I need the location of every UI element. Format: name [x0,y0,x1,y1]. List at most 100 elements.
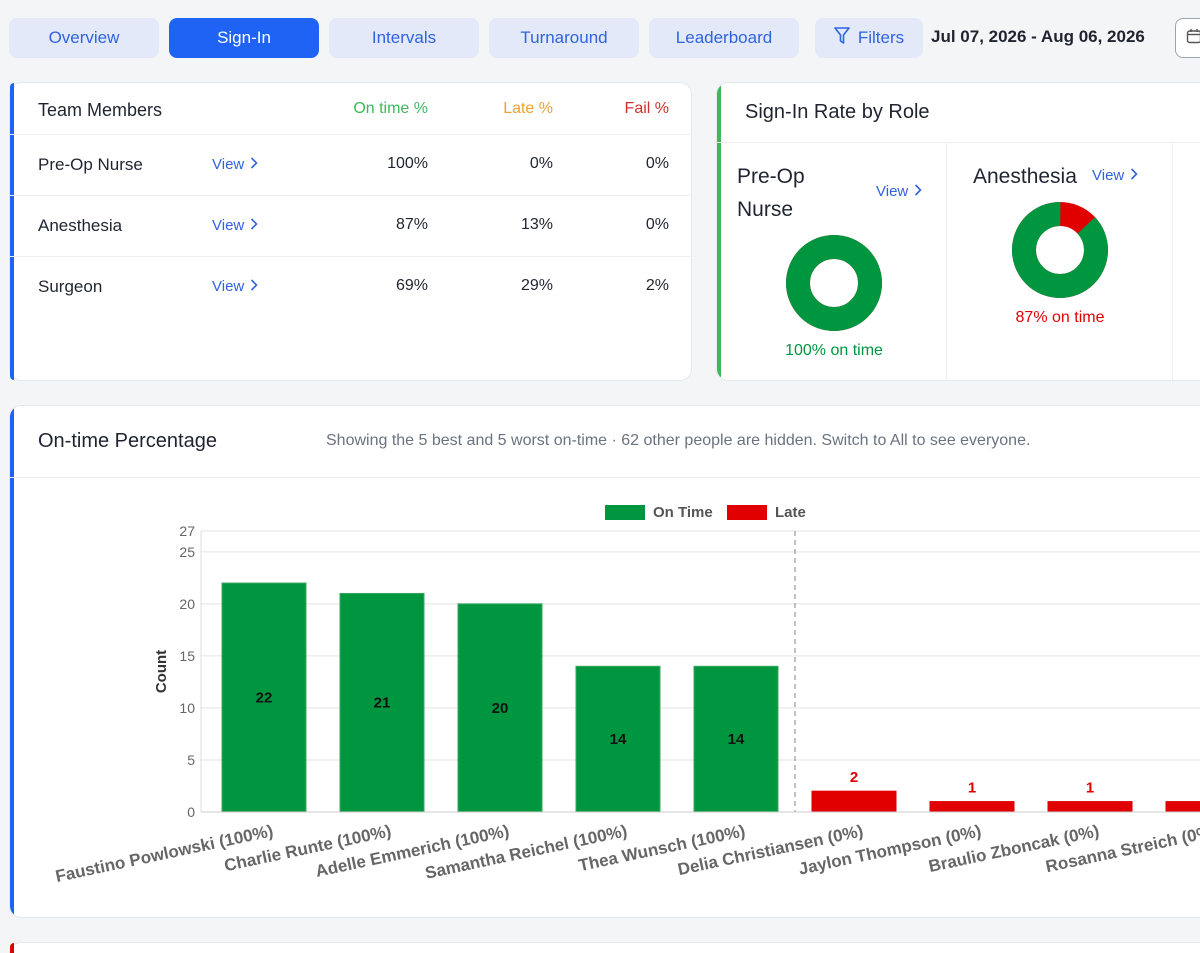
view-label: View [1092,167,1125,184]
on-time-value: 87% [395,216,428,233]
view-link[interactable]: View [212,156,258,173]
bar[interactable] [811,790,897,813]
late-value: 13% [520,216,553,233]
y-tick-label: 0 [187,804,195,820]
y-tick-label: 5 [187,752,195,768]
on-time-donut [786,235,882,331]
bar-value-label: 1 [968,780,976,797]
role-name-line2: Nurse [737,198,794,221]
view-link[interactable]: View [876,183,922,200]
bar-value-label: 20 [492,700,509,717]
tab-overview[interactable]: Overview [9,18,159,58]
view-link[interactable]: View [212,278,258,295]
chevron-right-icon [914,183,922,200]
bar-value-label: 14 [728,731,745,748]
view-label: View [212,217,245,234]
bar-value-label: 1 [1086,780,1094,797]
late-value: 29% [520,277,553,294]
date-range-label: Jul 07, 2026 - Aug 06, 2026 [931,27,1145,46]
bar[interactable] [1165,801,1200,813]
fail-value: 0% [645,155,669,172]
view-link[interactable]: View [1092,167,1138,184]
team-members-title: Team Members [38,100,163,120]
role-panel-title: Anesthesia [973,165,1077,188]
bar-value-label: 2 [850,769,858,786]
role-panel-title: Pre-Op Nurse [737,160,805,226]
legend-swatch [605,505,645,520]
role-panel-anesthesia: Anesthesia View 87% on time [947,143,1173,380]
y-tick-label: 27 [179,523,195,539]
tab-sign-in[interactable]: Sign-In [169,18,319,58]
role-name: Pre-Op Nurse [38,155,143,174]
fail-value: 0% [645,216,669,233]
filters-button[interactable]: Filters [815,18,923,58]
late-header: Late % [503,100,553,117]
card-accent [10,406,14,917]
card-accent [717,83,721,380]
bar[interactable] [1047,801,1133,813]
bar-value-label: 21 [374,695,391,712]
calendar-icon [1186,28,1200,49]
on-time-percentage-subtitle: Showing the 5 best and 5 worst on-time ·… [326,432,1031,449]
bar[interactable] [693,665,779,813]
bar[interactable] [339,592,425,813]
legend-swatch [727,505,767,520]
on-time-percentage-header: On-time Percentage Showing the 5 best an… [10,406,1200,478]
late-value: 0% [529,155,553,172]
bar[interactable] [575,665,661,813]
y-axis-label: Count [153,650,170,693]
bar[interactable] [221,582,307,813]
fail-header: Fail % [624,100,669,117]
role-panel-pre-op-nurse: Pre-Op Nurse View 100% on time [721,143,947,380]
fail-value: 2% [645,277,669,294]
on-time-donut [1012,202,1108,298]
date-picker-button[interactable] [1175,18,1200,58]
y-tick-label: 10 [179,700,195,716]
y-tick-label: 25 [179,544,195,560]
next-card [9,942,1200,953]
legend-label: Late [775,504,806,521]
role-name-line1: Pre-Op [737,165,805,188]
on-time-header: On time % [353,100,428,117]
tab-leaderboard[interactable]: Leaderboard [649,18,799,58]
on-time-percentage-card: On-time Percentage Showing the 5 best an… [9,405,1200,918]
tab-intervals[interactable]: Intervals [329,18,479,58]
y-tick-label: 20 [179,596,195,612]
sign-in-rate-header: Sign-In Rate by Role [717,83,1200,143]
team-members-card: Team Members On time % Late % Fail % Pre… [9,82,692,381]
on-time-caption: 87% on time [1015,309,1105,326]
bar-value-label: 22 [256,690,273,707]
role-name: Anesthesia [38,216,123,235]
chevron-right-icon [1130,167,1138,184]
top-nav-bar: Overview Sign-In Intervals Turnaround Le… [0,0,1200,76]
view-label: View [212,156,245,173]
chart-legend: On Time Late [605,504,806,521]
bar-value-label: 14 [610,731,627,748]
filter-icon [834,26,850,50]
bar[interactable] [929,801,1015,813]
view-label: View [212,278,245,295]
chevron-right-icon [250,278,258,295]
view-label: View [876,183,909,200]
legend-label: On Time [653,504,713,521]
y-tick-label: 15 [179,648,195,664]
on-time-slice [1012,202,1108,298]
card-accent [10,83,14,380]
table-row: Surgeon View 69% 29% 2% [10,257,691,318]
table-row: Pre-Op Nurse View 100% 0% 0% [10,135,691,196]
tab-turnaround[interactable]: Turnaround [489,18,639,58]
role-name: Surgeon [38,277,103,296]
sign-in-rate-title: Sign-In Rate by Role [745,101,930,123]
view-link[interactable]: View [212,217,258,234]
table-row: Anesthesia View 87% 13% 0% [10,196,691,257]
bar[interactable] [457,603,543,813]
card-accent [10,943,14,953]
on-time-caption: 100% on time [785,342,883,359]
chevron-right-icon [250,217,258,234]
on-time-slice [786,235,882,331]
filters-label: Filters [857,28,905,47]
on-time-value: 100% [387,155,428,172]
on-time-value: 69% [395,277,428,294]
on-time-percentage-title: On-time Percentage [38,430,217,452]
